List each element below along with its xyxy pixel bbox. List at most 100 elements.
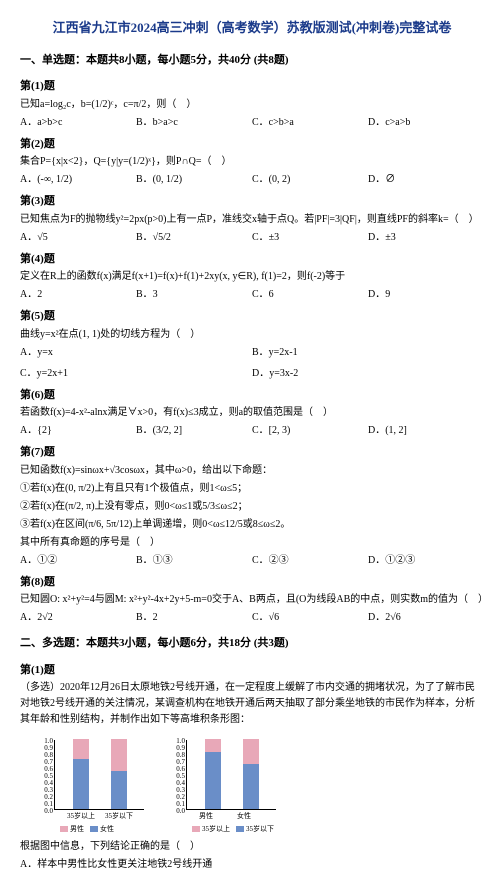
q3-opt-b: B．√5/2 (136, 230, 252, 245)
chart-2-legend-pink-label: 35岁以上 (202, 824, 230, 835)
q5-opt-d: D．y=3x-2 (252, 366, 484, 381)
ytick: 1.0 (33, 736, 53, 747)
chart-2-legend-pink: 35岁以上 (192, 824, 230, 835)
q3-num: 第(3)题 (20, 193, 484, 210)
q5-options-2: C．y=2x+1 D．y=3x-2 (20, 366, 484, 381)
chart-2-axis: 0.00.10.20.30.40.50.60.70.80.91.0男性女性 (186, 740, 276, 810)
q3-opt-d: D．±3 (368, 230, 484, 245)
q2-opt-c: C．(0, 2) (252, 172, 368, 187)
q2-opt-a: A．(-∞, 1/2) (20, 172, 136, 187)
q8-opt-a: A．2√2 (20, 610, 136, 625)
q4-text: 定义在R上的函数f(x)满足f(x+1)=f(x)+f(1)+2xy(x, y∈… (20, 269, 484, 285)
xlabel: 35岁以下 (105, 811, 133, 822)
xlabel: 女性 (237, 811, 251, 822)
blue-swatch-icon (236, 826, 244, 832)
q8-num: 第(8)题 (20, 574, 484, 591)
q7-text: 已知函数f(x)=sinωx+√3cosωx，其中ω>0，给出以下命题： (20, 463, 484, 479)
bar-blue (111, 771, 127, 810)
q7-l4: 其中所有真命题的序号是（ ） (20, 535, 484, 551)
bar-pink (205, 739, 221, 752)
chart-2: 0.00.10.20.30.40.50.60.70.80.91.0男性女性 (162, 734, 282, 824)
section-2-head: 二、多选题：本题共3小题，每小题6分，共18分 (共3题) (20, 635, 484, 652)
pink-swatch-icon (192, 826, 200, 832)
chart-2-legend-blue-label: 35岁以下 (246, 824, 274, 835)
q7-opt-d: D．①②③ (368, 553, 484, 568)
q8-opt-d: D．2√6 (368, 610, 484, 625)
q4-opt-a: A．2 (20, 287, 136, 302)
q7-l1: ①若f(x)在(0, π/2)上有且只有1个极值点，则1<ω≤5； (20, 481, 484, 497)
q6-opt-b: B．(3/2, 2] (136, 423, 252, 438)
chart-1-legend-pink-label: 男性 (70, 824, 84, 835)
q3-opt-a: A．√5 (20, 230, 136, 245)
chart-1-wrap: 0.00.10.20.30.40.50.60.70.80.91.035岁以上35… (30, 734, 150, 835)
chart-1-legend-blue-label: 女性 (100, 824, 114, 835)
q5-options: A．y=x B．y=2x-1 (20, 345, 484, 360)
q1-options: A．a>b>c B．b>a>c C．c>b>a D．c>a>b (20, 115, 484, 130)
blue-swatch-icon (90, 826, 98, 832)
xlabel: 男性 (199, 811, 213, 822)
q6-opt-a: A．{2} (20, 423, 136, 438)
q4-opt-b: B．3 (136, 287, 252, 302)
q6-text: 若函数f(x)=4-x²-alnx满足∀x>0，有f(x)≤3成立，则a的取值范… (20, 405, 484, 421)
q4-opt-c: C．6 (252, 287, 368, 302)
charts-container: 0.00.10.20.30.40.50.60.70.80.91.035岁以上35… (30, 734, 484, 835)
q2-opt-b: B．(0, 1/2) (136, 172, 252, 187)
q5-text: 曲线y=x²在点(1, 1)处的切线方程为（ ） (20, 327, 484, 343)
bar-blue (205, 752, 221, 809)
q3-options: A．√5 B．√5/2 C．±3 D．±3 (20, 230, 484, 245)
q7-opt-c: C．②③ (252, 553, 368, 568)
q7-l3: ③若f(x)在区间(π/6, 5π/12)上单调递增，则0<ω≤12/5或8≤ω… (20, 517, 484, 533)
q4-num: 第(4)题 (20, 251, 484, 268)
bar-pink (73, 739, 89, 759)
q2-options: A．(-∞, 1/2) B．(0, 1/2) C．(0, 2) D．∅ (20, 172, 484, 187)
q1-opt-a: A．a>b>c (20, 115, 136, 130)
bar-blue (243, 764, 259, 810)
q6-opt-d: D．(1, 2] (368, 423, 484, 438)
q6-options: A．{2} B．(3/2, 2] C．[2, 3) D．(1, 2] (20, 423, 484, 438)
q7-opt-b: B．①③ (136, 553, 252, 568)
bar-pink (243, 739, 259, 764)
section-1-head: 一、单选题：本题共8小题，每小题5分，共40分 (共8题) (20, 52, 484, 69)
q5-opt-b: B．y=2x-1 (252, 345, 484, 360)
q6-num: 第(6)题 (20, 387, 484, 404)
chart-2-legend-blue: 35岁以下 (236, 824, 274, 835)
q7-l2: ②若f(x)在(π/2, π)上没有零点，则0<ω≤1或5/3≤ω≤2； (20, 499, 484, 515)
s2q1-num: 第(1)题 (20, 662, 484, 679)
q7-options: A．①② B．①③ C．②③ D．①②③ (20, 553, 484, 568)
q2-text: 集合P={x|x<2}，Q={y|y=(1/2)ˣ}，则P∩Q=（ ） (20, 154, 484, 170)
q5-opt-c: C．y=2x+1 (20, 366, 252, 381)
q1-opt-b: B．b>a>c (136, 115, 252, 130)
chart-2-legend: 35岁以上 35岁以下 (192, 824, 282, 835)
q2-opt-d: D．∅ (368, 172, 484, 187)
q1-text: 已知a=log₂c，b=(1/2)ᶜ，c=π/2，则（ ） (20, 97, 484, 113)
page-title: 江西省九江市2024高三冲刺（高考数学）苏教版测试(冲刺卷)完整试卷 (20, 18, 484, 38)
chart-1-axis: 0.00.10.20.30.40.50.60.70.80.91.035岁以上35… (54, 740, 144, 810)
q8-opt-b: B．2 (136, 610, 252, 625)
q7-opt-a: A．①② (20, 553, 136, 568)
q4-options: A．2 B．3 C．6 D．9 (20, 287, 484, 302)
xlabel: 35岁以上 (67, 811, 95, 822)
q3-opt-c: C．±3 (252, 230, 368, 245)
chart-1-legend-blue: 女性 (90, 824, 114, 835)
q2-num: 第(2)题 (20, 136, 484, 153)
chart-1-legend: 男性 女性 (60, 824, 150, 835)
q6-opt-c: C．[2, 3) (252, 423, 368, 438)
q5-opt-a: A．y=x (20, 345, 252, 360)
s2q1-opta: A．样本中男性比女性更关注地铁2号线开通 (20, 857, 484, 873)
q5-num: 第(5)题 (20, 308, 484, 325)
q3-text: 已知焦点为F的抛物线y²=2px(p>0)上有一点P，准线交x轴于点Q。若|PF… (20, 212, 484, 228)
s2q1-text: （多选）2020年12月26日太原地铁2号线开通，在一定程度上缓解了市内交通的拥… (20, 680, 484, 728)
chart-1-legend-pink: 男性 (60, 824, 84, 835)
q4-opt-d: D．9 (368, 287, 484, 302)
q1-num: 第(1)题 (20, 78, 484, 95)
q1-opt-c: C．c>b>a (252, 115, 368, 130)
q1-opt-d: D．c>a>b (368, 115, 484, 130)
ytick: 1.0 (165, 736, 185, 747)
q7-num: 第(7)题 (20, 444, 484, 461)
chart-1: 0.00.10.20.30.40.50.60.70.80.91.035岁以上35… (30, 734, 150, 824)
chart-2-wrap: 0.00.10.20.30.40.50.60.70.80.91.0男性女性 35… (162, 734, 282, 835)
q8-opt-c: C．√6 (252, 610, 368, 625)
bar-pink (111, 739, 127, 771)
bar-blue (73, 759, 89, 809)
s2q1-after: 根据图中信息，下列结论正确的是（ ） (20, 839, 484, 855)
